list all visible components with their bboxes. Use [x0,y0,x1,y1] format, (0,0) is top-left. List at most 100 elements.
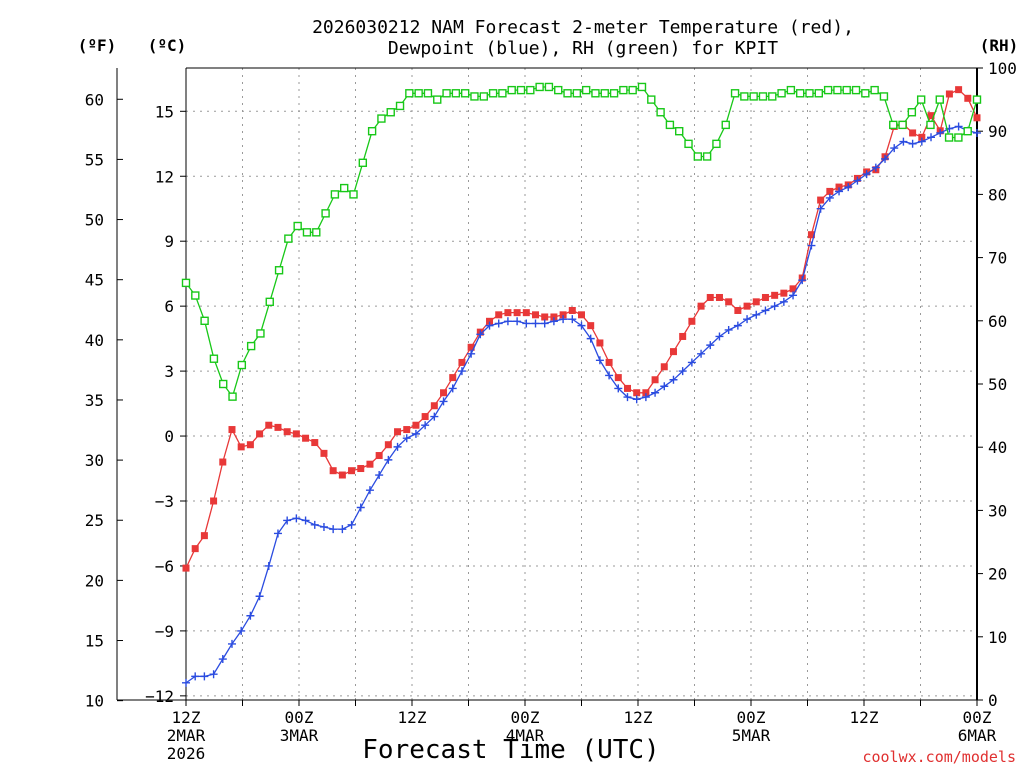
fahrenheit-tick-label: 50 [85,211,104,230]
credit-link[interactable]: coolwx.com/models [862,748,1016,766]
dewpoint-point [439,397,448,406]
dewpoint-point [283,516,292,525]
rh-point [191,291,200,300]
rh-point [572,89,582,98]
rh-point [498,89,507,98]
temperature-point [734,306,742,314]
dewpoint-point [899,137,908,146]
temperature-point [486,317,494,325]
rh-tick-label: 30 [988,501,1007,520]
dewpoint-point [301,516,310,525]
x-tick-label: 2026 [167,744,206,763]
rh-tick-label: 80 [988,185,1007,204]
dewpoint-point [559,315,568,324]
temperature-point [780,289,788,297]
x-tick-label: 12Z [398,708,427,727]
x-tick-label: 12Z [850,708,879,727]
dewpoint-point [476,330,485,339]
x-tick-label: 5MAR [732,726,771,745]
dewpoint-point [641,393,650,402]
temperature-point [964,94,972,102]
temperature-point [587,322,595,330]
dewpoint-point [917,137,926,146]
series-group [181,82,982,687]
temperature-point [807,231,815,239]
rh-tick-label: 70 [988,249,1007,268]
rh-point [544,82,554,92]
rh-point [423,89,433,98]
dewpoint-point [844,183,853,192]
rh-point [460,89,470,98]
rh-point [265,297,274,307]
x-tick-label: 2MAR [167,726,206,745]
fahrenheit-unit-label: (ºF) [78,36,117,55]
dewpoint-point [237,626,246,635]
x-tick-label: 00Z [285,708,314,727]
temperature-point [504,309,512,317]
fahrenheit-tick-label: 10 [85,692,104,711]
temperature-point [440,389,448,397]
dewpoint-point [182,678,190,687]
x-tick-label: 12Z [172,708,201,727]
rh-point [246,341,256,351]
temperature-point [320,449,328,457]
rh-point [256,329,265,338]
temperature-point [909,129,917,137]
rh-point [898,120,907,130]
rh-point [870,85,879,95]
temperature-point [771,291,779,299]
x-tick-label: 00Z [963,708,992,727]
x-tick-label: 6MAR [958,726,997,745]
dewpoint-point [393,442,402,451]
temperature-point [384,441,392,449]
rh-point [181,278,191,288]
fahrenheit-tick-label: 15 [85,632,104,651]
temperature-point [237,443,245,451]
temperature-point [679,332,687,340]
dewpoint-point [586,334,595,343]
rh-tick-label: 0 [988,691,998,710]
rh-line [185,86,978,399]
rh-point [619,85,628,95]
rh-point [219,379,228,389]
dewpoint-point [871,163,880,172]
dewpoint-point [973,128,981,137]
rh-point [451,89,461,98]
dewpoint-point [448,384,457,393]
rh-point [628,85,637,95]
temperature-point [633,389,641,397]
rh-point [591,89,600,98]
rh-point [842,85,851,95]
temperature-point [421,413,429,421]
dewpoint-point [356,503,365,512]
dewpoint-point [853,176,862,185]
temperature-point [522,309,530,317]
x-tick-label: 4MAR [506,726,545,745]
dewpoint-point [421,421,430,430]
rh-point [535,82,544,92]
gridlines [186,68,977,700]
rh-point [395,101,405,111]
dewpoint-point [669,375,678,384]
dewpoint-point [614,384,623,393]
dewpoint-point [292,514,301,523]
temperature-point [623,384,631,392]
dewpoint-point [733,321,742,330]
dewpoint-point [549,317,558,326]
temperature-point [761,293,769,301]
rh-point [637,82,647,92]
rh-point [405,89,414,98]
rh-point [414,89,423,98]
temperature-point [697,302,705,310]
rh-point [656,108,665,117]
temperature-point [495,311,503,319]
x-tick-label: 3MAR [280,726,319,745]
dewpoint-point [881,154,890,163]
rh-point [330,190,340,199]
rh-point [367,126,377,136]
rh-point [972,95,982,104]
dewpoint-point [568,315,577,324]
dewpoint-point [752,310,761,319]
temperature-point [329,467,337,475]
rh-point [944,133,954,142]
